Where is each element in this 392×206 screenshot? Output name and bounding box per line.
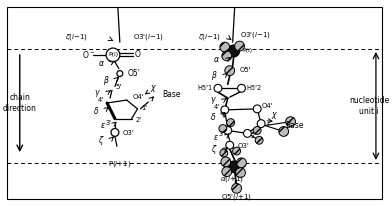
Text: O3'$(i{-}1)$: O3'$(i{-}1)$ bbox=[240, 30, 270, 40]
Text: P$(i{+}1)$: P$(i{+}1)$ bbox=[108, 159, 132, 169]
Circle shape bbox=[214, 84, 222, 92]
Circle shape bbox=[238, 84, 245, 92]
Circle shape bbox=[237, 158, 247, 168]
Text: $\zeta$: $\zeta$ bbox=[211, 143, 218, 156]
Circle shape bbox=[219, 125, 227, 132]
Text: 1': 1' bbox=[265, 120, 271, 126]
Circle shape bbox=[253, 126, 261, 134]
Text: O$^-$: O$^-$ bbox=[82, 49, 95, 60]
Text: $\delta$: $\delta$ bbox=[93, 105, 99, 116]
Text: Base: Base bbox=[162, 90, 181, 99]
Text: $\beta$: $\beta$ bbox=[103, 74, 110, 87]
Circle shape bbox=[235, 41, 245, 51]
Circle shape bbox=[227, 119, 235, 126]
Text: $\chi$: $\chi$ bbox=[150, 83, 157, 94]
Text: 5': 5' bbox=[116, 84, 122, 90]
Circle shape bbox=[279, 126, 289, 136]
Text: 1': 1' bbox=[142, 105, 147, 111]
Circle shape bbox=[221, 106, 229, 114]
Text: 4': 4' bbox=[98, 97, 104, 103]
Circle shape bbox=[253, 105, 261, 113]
Text: 2': 2' bbox=[250, 133, 256, 139]
Text: nucleotide
unit i: nucleotide unit i bbox=[349, 96, 389, 116]
Text: H5'1: H5'1 bbox=[197, 85, 212, 91]
Text: $\alpha$: $\alpha$ bbox=[98, 59, 105, 68]
Text: 2': 2' bbox=[136, 117, 142, 123]
Circle shape bbox=[243, 130, 251, 137]
Text: O: O bbox=[134, 50, 140, 59]
Circle shape bbox=[232, 184, 241, 193]
Text: O5'$(i{+}1)$: O5'$(i{+}1)$ bbox=[221, 192, 252, 202]
Text: $\delta$: $\delta$ bbox=[210, 111, 216, 122]
Circle shape bbox=[224, 126, 232, 134]
Text: 3': 3' bbox=[106, 120, 112, 126]
Text: O4': O4' bbox=[132, 94, 144, 100]
Circle shape bbox=[117, 71, 123, 76]
Text: $\zeta(i{-}1)$: $\zeta(i{-}1)$ bbox=[65, 32, 89, 42]
Circle shape bbox=[225, 66, 235, 76]
Text: O5': O5' bbox=[128, 69, 141, 78]
Text: 4': 4' bbox=[214, 104, 220, 110]
Circle shape bbox=[222, 51, 232, 61]
Circle shape bbox=[226, 141, 234, 149]
Text: $\zeta$: $\zeta$ bbox=[98, 134, 104, 147]
Circle shape bbox=[106, 48, 120, 62]
Circle shape bbox=[220, 42, 230, 52]
Text: P(i): P(i) bbox=[243, 48, 252, 53]
Text: O3': O3' bbox=[123, 130, 134, 136]
Text: $\varepsilon$: $\varepsilon$ bbox=[213, 133, 219, 142]
Text: $\alpha(i{+}1)$: $\alpha(i{+}1)$ bbox=[220, 173, 243, 184]
Circle shape bbox=[111, 129, 119, 136]
Text: 3': 3' bbox=[219, 131, 225, 137]
Text: O4': O4' bbox=[262, 103, 274, 109]
Text: $\gamma$: $\gamma$ bbox=[210, 95, 217, 105]
Text: Base: Base bbox=[286, 121, 304, 130]
Circle shape bbox=[257, 120, 265, 128]
Text: O3'$(i{-}1)$: O3'$(i{-}1)$ bbox=[132, 32, 163, 42]
Circle shape bbox=[255, 136, 263, 144]
Text: O3': O3' bbox=[238, 143, 249, 149]
Text: $\gamma$: $\gamma$ bbox=[94, 88, 101, 99]
Circle shape bbox=[220, 149, 228, 157]
Circle shape bbox=[233, 147, 241, 155]
Circle shape bbox=[221, 157, 231, 167]
Text: $\varepsilon$: $\varepsilon$ bbox=[100, 121, 106, 130]
Text: $\beta$: $\beta$ bbox=[211, 69, 218, 82]
Text: chain
direction: chain direction bbox=[3, 93, 37, 113]
Text: $\chi$: $\chi$ bbox=[271, 110, 278, 121]
Circle shape bbox=[228, 45, 240, 57]
Text: H5'2: H5'2 bbox=[247, 85, 261, 91]
Circle shape bbox=[286, 117, 296, 126]
Circle shape bbox=[222, 167, 232, 177]
Text: $\alpha$: $\alpha$ bbox=[213, 55, 220, 64]
Text: O5': O5' bbox=[240, 67, 251, 73]
Circle shape bbox=[229, 161, 241, 173]
Circle shape bbox=[236, 168, 245, 178]
Text: P(i): P(i) bbox=[108, 52, 118, 57]
Text: $\zeta(i{-}1)$: $\zeta(i{-}1)$ bbox=[198, 32, 221, 42]
